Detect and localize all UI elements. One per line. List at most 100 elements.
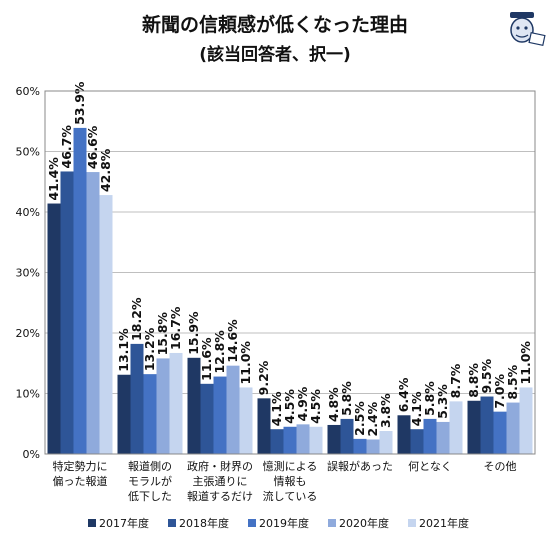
category-label: モラルが <box>128 474 172 488</box>
bar <box>309 426 323 454</box>
data-label: 2.4% <box>365 401 380 436</box>
data-label: 4.1% <box>409 391 424 426</box>
category-label: 特定勢力に <box>53 459 108 473</box>
data-label: 7.0% <box>492 374 507 409</box>
bar <box>169 352 183 454</box>
data-label: 6.4% <box>396 377 411 412</box>
bar <box>200 383 214 454</box>
bar <box>130 343 144 454</box>
bar <box>467 400 481 454</box>
bar <box>397 415 411 454</box>
category-label: 主張通りに <box>193 475 248 488</box>
data-label: 46.7% <box>59 125 74 169</box>
bar <box>493 411 507 454</box>
legend-swatch <box>408 519 416 527</box>
category-label: その他 <box>484 460 517 473</box>
plot-area-border <box>44 90 536 455</box>
data-label: 9.2% <box>256 360 271 395</box>
bar <box>73 127 87 454</box>
legend-label: 2021年度 <box>419 516 469 530</box>
y-tick-label: 20% <box>16 327 40 340</box>
bar <box>86 172 100 454</box>
bar <box>327 424 341 454</box>
bar <box>423 418 437 454</box>
mascot-logo-icon <box>510 12 546 47</box>
data-label: 5.8% <box>422 381 437 416</box>
axes <box>44 90 536 455</box>
bar <box>60 171 74 454</box>
legend-label: 2017年度 <box>99 516 149 530</box>
data-label: 46.6% <box>85 125 100 169</box>
bar <box>283 426 297 454</box>
legend-swatch <box>168 519 176 527</box>
data-label: 3.8% <box>378 393 393 428</box>
category-label: 流している <box>263 489 318 503</box>
y-axis-ticks: 0% 10% 20% 30% 40% 50% 60% <box>16 85 40 461</box>
data-label: 12.8% <box>212 330 227 374</box>
chart-title: 新聞の信頼感が低くなった理由 <box>142 13 408 36</box>
y-tick-label: 0% <box>23 448 40 461</box>
category-label: 誤報があった <box>327 459 393 473</box>
chart-subtitle: (該当回答者、択一) <box>199 44 351 65</box>
bar <box>117 374 131 454</box>
legend-label: 2019年度 <box>259 516 309 530</box>
y-tick-label: 60% <box>16 85 40 98</box>
category-label: 憶測による <box>263 459 318 473</box>
bar <box>296 424 310 454</box>
category-label: 政府・財界の <box>187 459 253 473</box>
y-tick-label: 50% <box>16 146 40 159</box>
bar <box>340 418 354 454</box>
bar <box>257 398 271 454</box>
category-label: 低下した <box>128 490 172 503</box>
bar <box>506 402 520 454</box>
bar <box>143 374 157 454</box>
data-label: 2.5% <box>352 401 367 436</box>
data-label: 53.9% <box>72 81 87 125</box>
bar <box>480 396 494 454</box>
bar <box>239 387 253 454</box>
data-label: 11.0% <box>238 341 253 385</box>
bars <box>47 127 533 454</box>
bar <box>366 439 380 454</box>
y-tick-label: 10% <box>16 388 40 401</box>
bar <box>379 431 393 454</box>
data-labels: 41.4%46.7%53.9%46.6%42.8% 13.1%18.2%13.2%… <box>46 81 533 436</box>
data-label: 18.2% <box>129 297 144 341</box>
bar <box>410 429 424 454</box>
data-label: 13.1% <box>116 328 131 372</box>
bar <box>226 365 240 454</box>
bar <box>47 203 61 454</box>
bar <box>213 376 227 454</box>
data-label: 8.5% <box>505 364 520 399</box>
y-tick-label: 40% <box>16 206 40 219</box>
category-label: 情報も <box>274 475 307 488</box>
bar <box>436 421 450 454</box>
bar <box>519 387 533 454</box>
category-label: 何となく <box>408 460 452 473</box>
data-label: 42.8% <box>98 148 113 192</box>
data-label: 41.4% <box>46 157 61 201</box>
legend-swatch <box>248 519 256 527</box>
legend-swatch <box>328 519 336 527</box>
data-label: 9.5% <box>479 358 494 393</box>
bar <box>353 438 367 454</box>
category-label: 偏った報道 <box>53 474 108 488</box>
data-label: 4.5% <box>308 389 323 424</box>
data-label: 4.9% <box>295 386 310 421</box>
category-label: 報道するだけ <box>187 489 253 503</box>
data-label: 8.7% <box>448 363 463 398</box>
bar <box>187 357 201 454</box>
y-tick-label: 30% <box>16 267 40 280</box>
data-label: 15.9% <box>186 311 201 355</box>
data-label: 15.8% <box>155 312 170 356</box>
gridlines <box>45 151 535 394</box>
data-label: 14.6% <box>225 319 240 363</box>
legend-label: 2020年度 <box>339 516 389 530</box>
legend-swatch <box>88 519 96 527</box>
bar <box>449 401 463 454</box>
data-label: 5.8% <box>339 381 354 416</box>
data-label: 8.8% <box>466 363 481 398</box>
data-label: 13.2% <box>142 327 157 371</box>
